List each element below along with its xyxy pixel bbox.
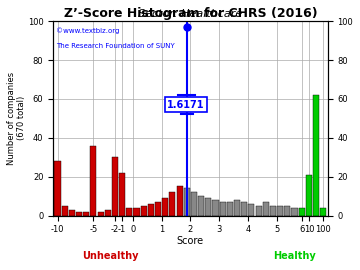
Title: Z’-Score Histogram for CHRS (2016): Z’-Score Histogram for CHRS (2016) <box>64 7 317 20</box>
Bar <box>184 188 190 216</box>
Bar <box>284 206 291 216</box>
Text: Unhealthy: Unhealthy <box>82 251 139 261</box>
Bar <box>126 208 132 216</box>
Text: The Research Foundation of SUNY: The Research Foundation of SUNY <box>56 42 175 49</box>
Bar <box>227 202 233 216</box>
X-axis label: Score: Score <box>177 236 204 246</box>
Text: 1.6171: 1.6171 <box>167 100 205 110</box>
Y-axis label: Number of companies
(670 total): Number of companies (670 total) <box>7 72 26 165</box>
Bar <box>76 212 82 216</box>
Bar <box>277 206 283 216</box>
Bar <box>176 187 183 216</box>
Bar <box>62 206 68 216</box>
Bar <box>69 210 75 216</box>
Bar <box>162 198 168 216</box>
Bar <box>220 202 226 216</box>
Bar <box>112 157 118 216</box>
Bar <box>212 200 219 216</box>
Bar <box>90 146 96 216</box>
Bar <box>148 204 154 216</box>
Bar <box>234 200 240 216</box>
Bar <box>270 206 276 216</box>
Bar <box>155 202 161 216</box>
Text: ©www.textbiz.org: ©www.textbiz.org <box>56 27 119 34</box>
Bar <box>119 173 125 216</box>
Bar <box>320 208 326 216</box>
Bar <box>299 208 305 216</box>
Bar <box>198 196 204 216</box>
Bar <box>134 208 140 216</box>
Bar <box>256 206 262 216</box>
Bar <box>263 202 269 216</box>
Bar <box>170 192 175 216</box>
Text: Sector: Healthcare: Sector: Healthcare <box>138 9 243 19</box>
Bar <box>248 204 255 216</box>
Bar <box>105 210 111 216</box>
Bar <box>205 198 211 216</box>
Bar <box>98 212 104 216</box>
Bar <box>141 206 147 216</box>
Bar <box>292 208 298 216</box>
Text: Healthy: Healthy <box>273 251 316 261</box>
Bar <box>241 202 247 216</box>
Bar <box>306 175 312 216</box>
Bar <box>313 95 319 216</box>
Bar <box>83 212 89 216</box>
Bar <box>191 192 197 216</box>
Bar <box>54 161 60 216</box>
